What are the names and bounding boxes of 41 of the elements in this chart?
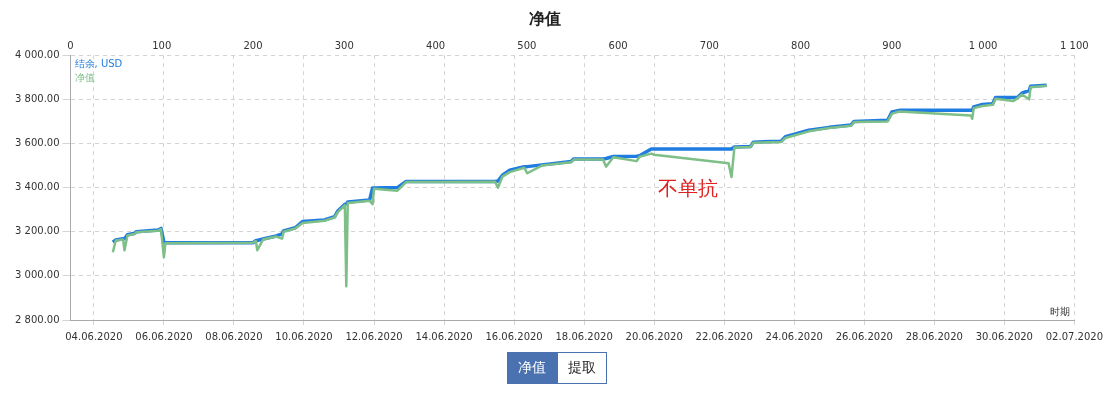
x-tick-label: 08.06.2020 [205,330,263,342]
x2-tick-label: 1 100 [1060,39,1089,51]
x-tick-label: 06.06.2020 [135,330,193,342]
x-tick-label: 16.06.2020 [485,330,543,342]
x-tick-label: 14.06.2020 [415,330,473,342]
chart-title: 净值 [529,8,561,28]
x-tick-label: 28.06.2020 [905,330,963,342]
y-tick-label: 3 200.00 [15,225,60,237]
x-axis-title: 时期 [1050,305,1071,317]
x2-tick-label: 700 [699,39,719,51]
y-tick-label: 3 000.00 [15,269,60,281]
x-tick-label: 26.06.2020 [835,330,893,342]
x2-tick-label: 800 [791,39,811,51]
x-tick-label: 24.06.2020 [765,330,823,342]
y-tick-label: 3 400.00 [15,181,60,193]
x2-tick-label: 900 [882,39,902,51]
x-tick-label: 12.06.2020 [345,330,403,342]
y-tick-label: 3 800.00 [15,92,60,104]
x2-tick-label: 1 000 [968,39,998,51]
x2-tick-label: 100 [152,39,172,51]
x2-tick-label: 200 [243,39,263,51]
x-tick-label: 22.06.2020 [695,330,753,342]
x-tick-label: 04.06.2020 [65,330,123,342]
y-tick-label: 2 800.00 [15,313,60,325]
x2-tick-label: 0 [67,39,74,51]
text: 提取 [557,352,607,384]
y-tick-label: 3 600.00 [15,137,60,149]
x-tick-label: 18.06.2020 [555,330,613,342]
x-tick-label: 30.06.2020 [975,330,1033,342]
x2-tick-label: 400 [426,39,446,51]
x-tick-label: 20.06.2020 [625,330,683,342]
y-tick-label: 4 000.00 [15,48,60,60]
text: 净值 [74,71,95,83]
text: 结余, USD [74,57,123,69]
text: 净值 [507,352,557,384]
x2-tick-label: 600 [608,39,628,51]
annotation: 不单抗 [657,176,718,201]
x2-tick-label: 300 [334,39,354,51]
x2-tick-label: 500 [517,39,537,51]
x-tick-label: 10.06.2020 [275,330,333,342]
x-tick-label: 02.07.2020 [1045,330,1103,342]
